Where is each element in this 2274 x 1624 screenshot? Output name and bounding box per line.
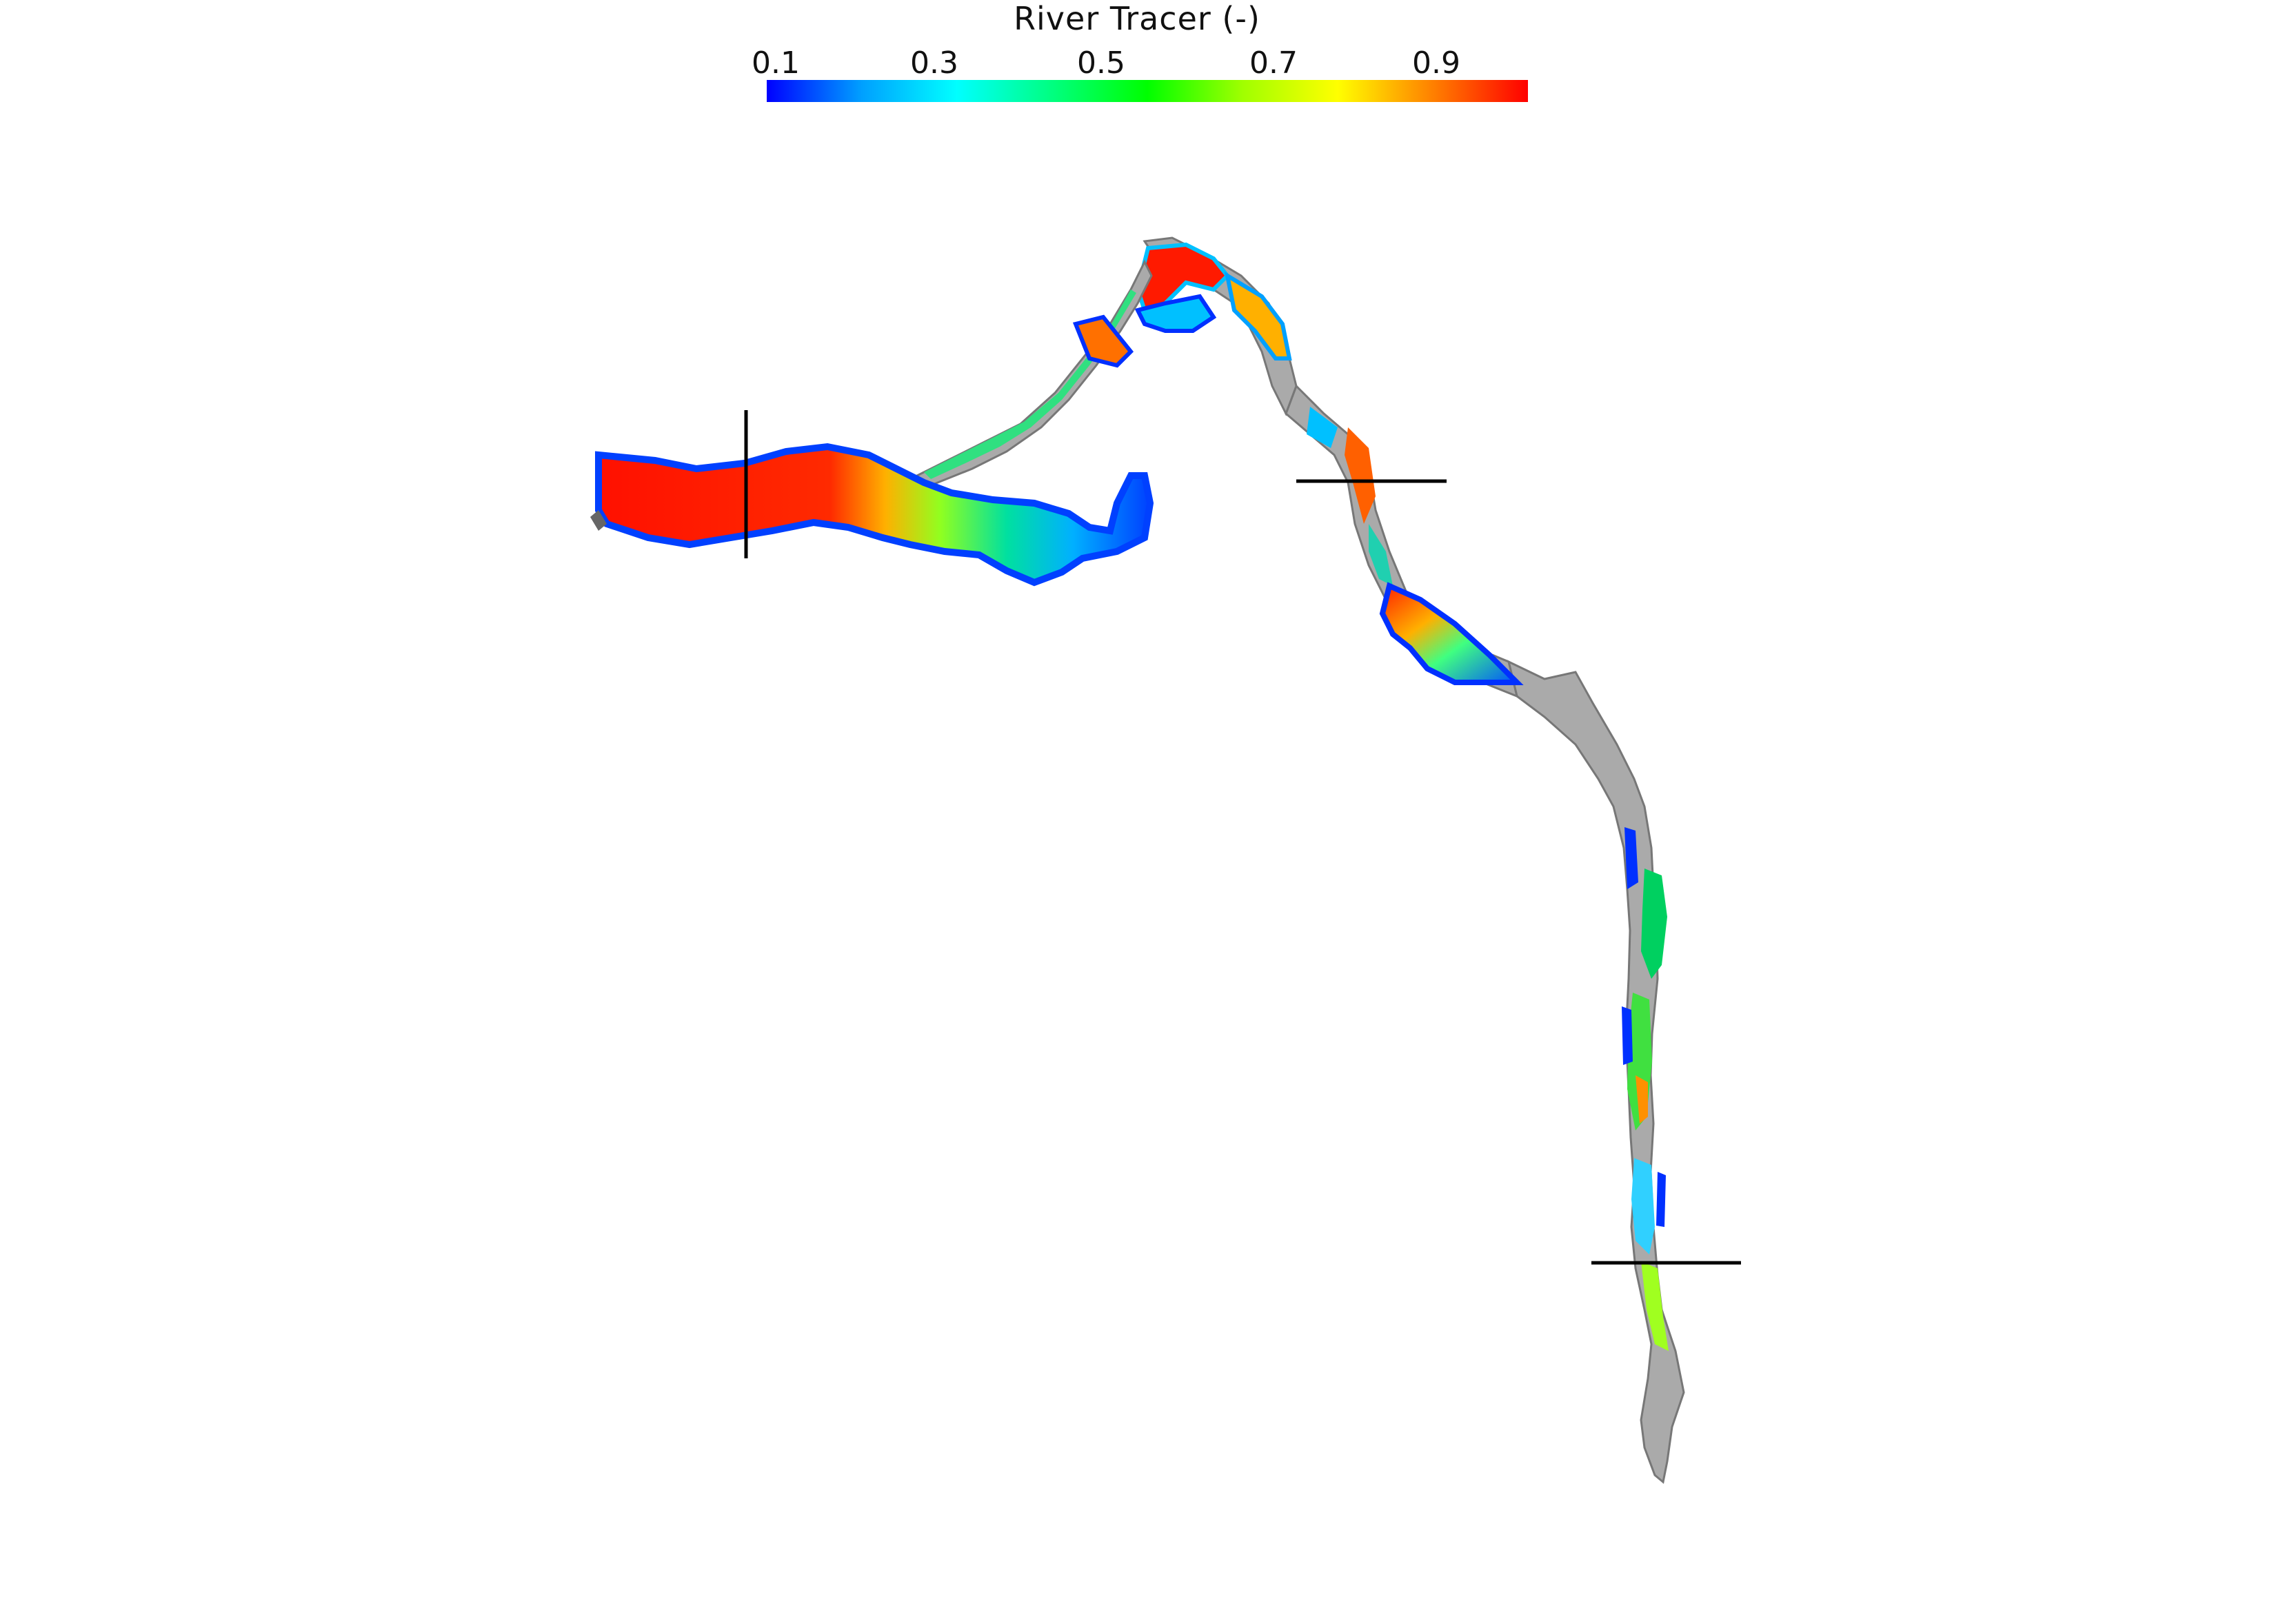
tracer-summit-right [1224, 271, 1292, 361]
colorbar-tick-label: 0.1 [752, 45, 800, 81]
tracer-side-arm [1072, 314, 1134, 368]
tracer-patch-lower-a [1641, 869, 1667, 979]
colorbar-tick-label: 0.7 [1249, 45, 1298, 81]
tracer-summit-red [1135, 242, 1231, 313]
tracer-summit-lower [1134, 294, 1217, 333]
tracer-patch-lower-g [1622, 1006, 1633, 1065]
tracer-patch-middle-c [1369, 524, 1393, 586]
channel-land-lower [1507, 660, 1685, 1484]
tracer-patch-lower-c [1636, 1075, 1648, 1124]
colorbar-title: River Tracer (-) [1014, 0, 1260, 37]
channel-upstream-link [894, 259, 1153, 498]
colorbar-tick-label: 0.9 [1412, 45, 1460, 81]
colorbar-tick-label: 0.3 [910, 45, 958, 81]
colorbar-gradient [767, 80, 1528, 102]
tracer-patch-lower-d [1631, 1158, 1655, 1255]
tracer-bay [1379, 582, 1524, 685]
tracer-reservoir [595, 443, 1154, 587]
tracer-patch-lower-h [1656, 1172, 1666, 1227]
channel-reservoir-outlet [590, 510, 607, 531]
tracer-patch-lower-f [1624, 827, 1638, 889]
tracer-patch-middle-b [1307, 407, 1338, 448]
tracer-patch-middle-a [1345, 427, 1376, 524]
colorbar-tick-label: 0.5 [1077, 45, 1125, 81]
tracer-patch-lower-e [1641, 1261, 1669, 1351]
